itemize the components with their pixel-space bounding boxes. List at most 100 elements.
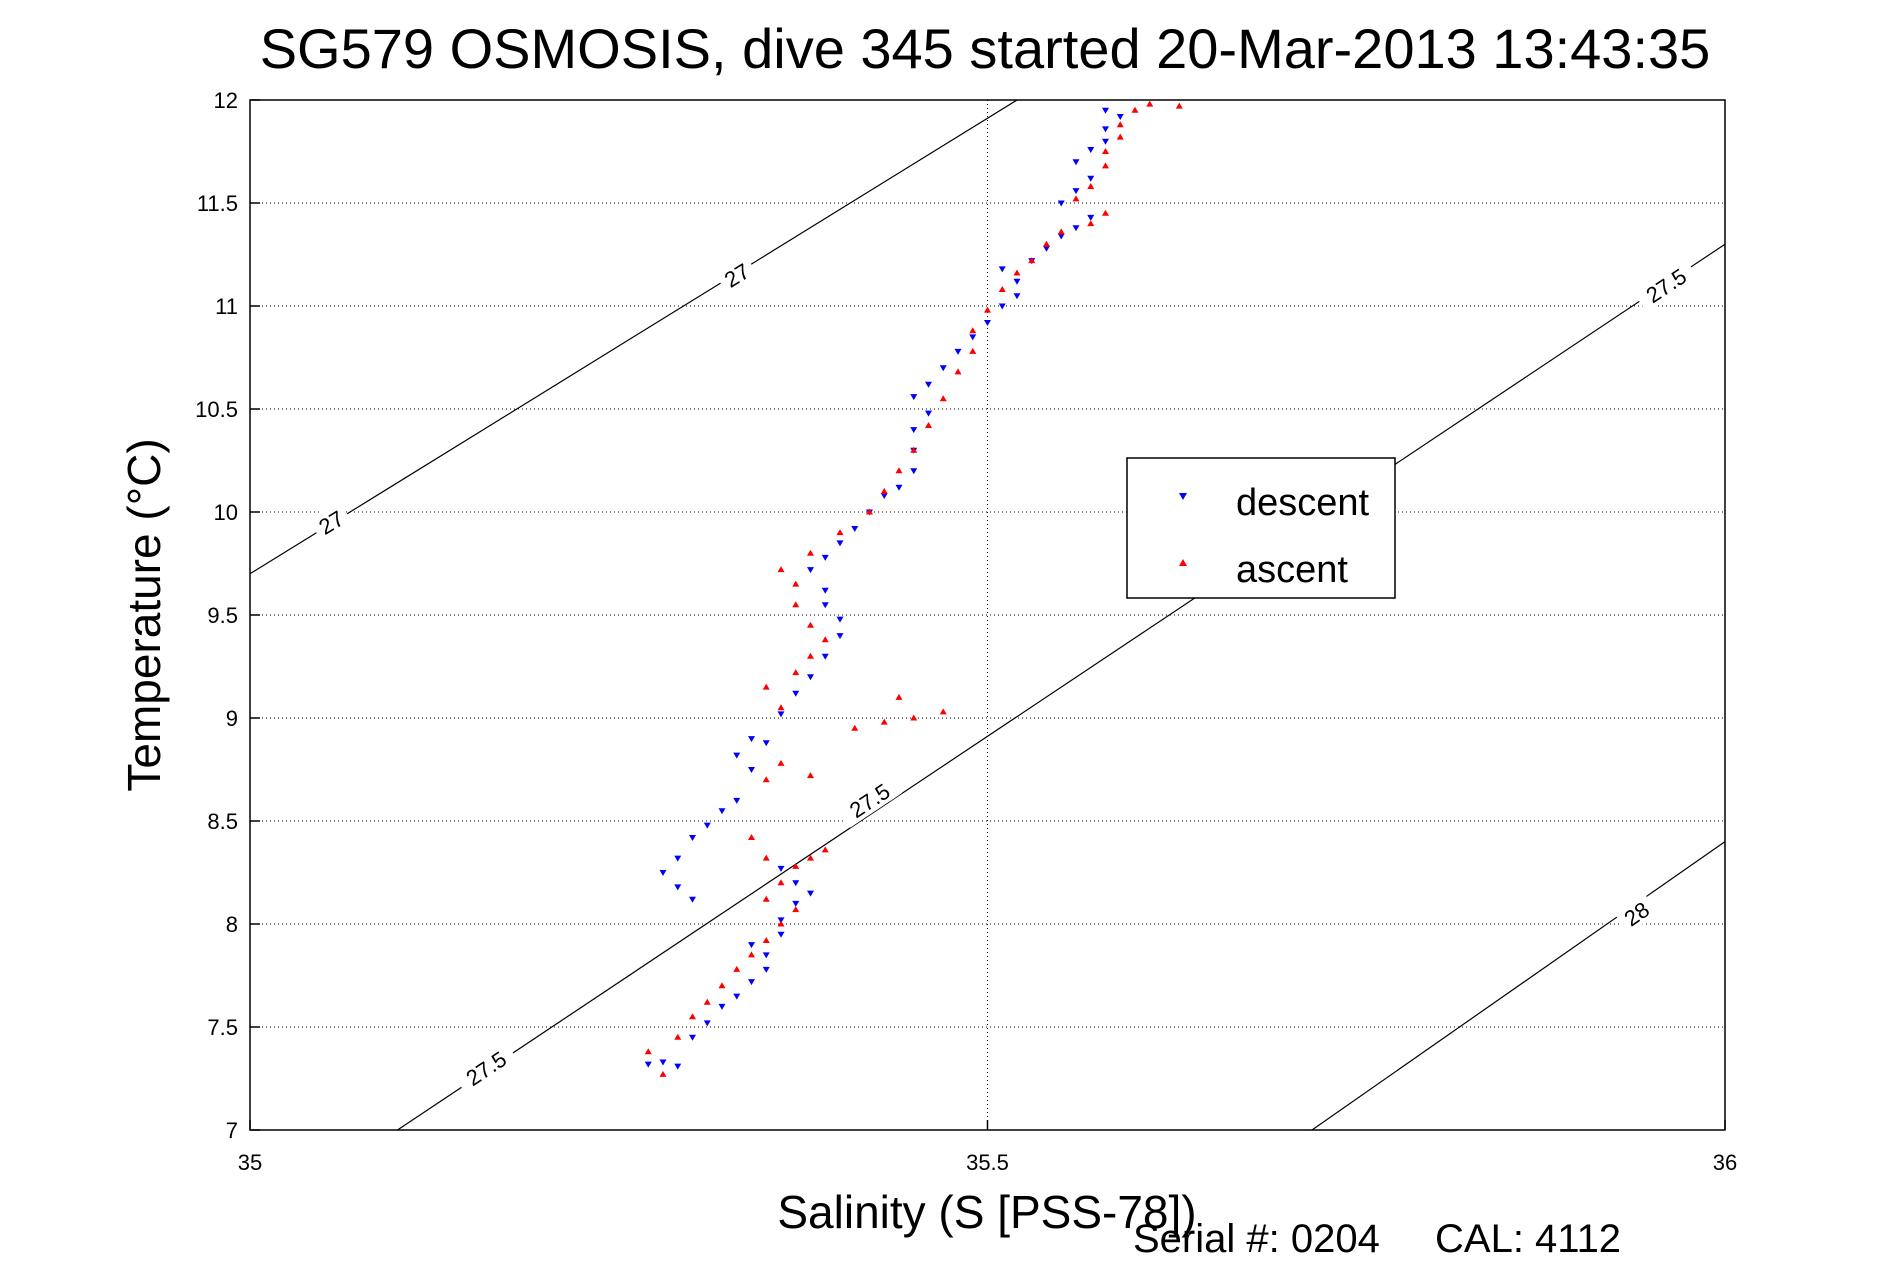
ascent-point: [659, 1070, 667, 1077]
ascent-point: [925, 421, 932, 428]
ascent-point: [910, 446, 918, 453]
contour-label-bg: [1632, 256, 1699, 313]
chart-title: SG579 OSMOSIS, dive 345 started 20-Mar-2…: [260, 17, 1711, 80]
contour-label: 27.5: [835, 771, 902, 828]
descent-point: [777, 931, 785, 938]
ascent-point: [998, 286, 1006, 293]
descent-point: [910, 468, 918, 475]
ascent-point: [1087, 220, 1095, 227]
descent-point: [674, 884, 682, 891]
descent-point: [1057, 200, 1065, 207]
contour-label: 27: [714, 253, 759, 295]
plot-frame: [249, 99, 1726, 1131]
descent-point: [777, 865, 785, 872]
descent-point: [792, 690, 800, 697]
descent-point: [807, 674, 814, 681]
ascent-point: [821, 846, 829, 853]
ascent-point: [792, 906, 800, 913]
descent-point: [674, 855, 682, 862]
descent-point: [910, 427, 918, 434]
descent-point: [1102, 126, 1109, 133]
descent-point: [733, 752, 741, 759]
descent-point: [821, 587, 829, 594]
contour-label: 27: [308, 500, 353, 542]
descent-point: [954, 348, 962, 355]
contour-label-bg: [714, 253, 759, 295]
descent-point: [674, 1063, 682, 1070]
ascent-point: [1116, 133, 1124, 140]
ascent-point: [984, 306, 991, 313]
ascent-point: [807, 854, 814, 861]
data-points: [644, 100, 1183, 1077]
descent-point: [792, 880, 800, 887]
descent-point: [703, 822, 711, 829]
ascent-point: [762, 936, 770, 943]
ascent-point: [895, 467, 903, 474]
legend: descent ascent: [1126, 457, 1396, 599]
descent-point: [659, 1059, 667, 1066]
descent-point: [1072, 225, 1080, 232]
ascent-point: [777, 759, 785, 766]
density-contours: 27 27 27.5 27.5 27.5 28: [249, 99, 1726, 1131]
descent-point: [1087, 175, 1095, 182]
descent-point: [1057, 233, 1065, 240]
descent-point: [1072, 159, 1080, 166]
descent-point: [762, 966, 770, 973]
descent-point: [733, 797, 741, 804]
descent-point: [748, 942, 755, 949]
cal-number: CAL: 4112: [1435, 1217, 1621, 1261]
descent-point: [895, 484, 903, 491]
descent-point: [718, 1003, 726, 1010]
ascent-point: [807, 621, 814, 628]
ascent-point: [792, 669, 800, 676]
descent-point: [836, 540, 844, 547]
descent-point: [777, 711, 785, 718]
ascent-point: [733, 965, 741, 972]
ascent-point: [939, 395, 947, 402]
descent-point: [1072, 188, 1080, 195]
y-tick-label: 12: [214, 88, 238, 113]
descent-point: [880, 493, 888, 500]
ascent-point: [1175, 102, 1183, 109]
ascent-point: [939, 708, 947, 715]
ascent-point: [1087, 183, 1095, 190]
descent-point: [925, 381, 932, 388]
descent-point: [821, 602, 829, 609]
contour-label: 28: [1613, 891, 1659, 934]
series-descent: [644, 107, 1124, 1070]
ascent-point: [644, 1048, 652, 1055]
ascent-point: [792, 580, 800, 587]
y-tick-label: 10: [214, 500, 238, 525]
descent-point: [748, 736, 755, 743]
grid: [249, 99, 1726, 1131]
descent-point: [1102, 138, 1109, 145]
descent-point: [851, 525, 859, 532]
descent-point: [777, 917, 785, 924]
descent-point: [807, 567, 814, 574]
ascent-point: [689, 1013, 696, 1020]
descent-point: [836, 616, 844, 623]
descent-point: [748, 979, 755, 986]
legend-box: [1126, 457, 1396, 599]
ascent-point: [807, 652, 814, 659]
descent-point: [733, 993, 741, 1000]
ascent-point: [969, 327, 977, 334]
ascent-point: [762, 683, 770, 690]
ascent-point: [748, 951, 755, 958]
ascent-point: [792, 862, 800, 869]
y-tick-label: 8.5: [207, 809, 238, 834]
descent-point: [1013, 293, 1021, 300]
ascent-point: [1028, 257, 1036, 264]
legend-ascent-label: ascent: [1236, 549, 1348, 591]
descent-point: [1087, 146, 1095, 153]
contour-line: [1311, 841, 1726, 1131]
ascent-point: [807, 772, 814, 779]
ascent-point: [703, 998, 711, 1005]
descent-point: [689, 834, 696, 841]
descent-point: [689, 896, 696, 903]
ascent-point: [910, 714, 918, 721]
descent-point: [762, 740, 770, 747]
contour-label-bg: [1613, 891, 1659, 934]
contour-label-bg: [452, 1039, 519, 1096]
